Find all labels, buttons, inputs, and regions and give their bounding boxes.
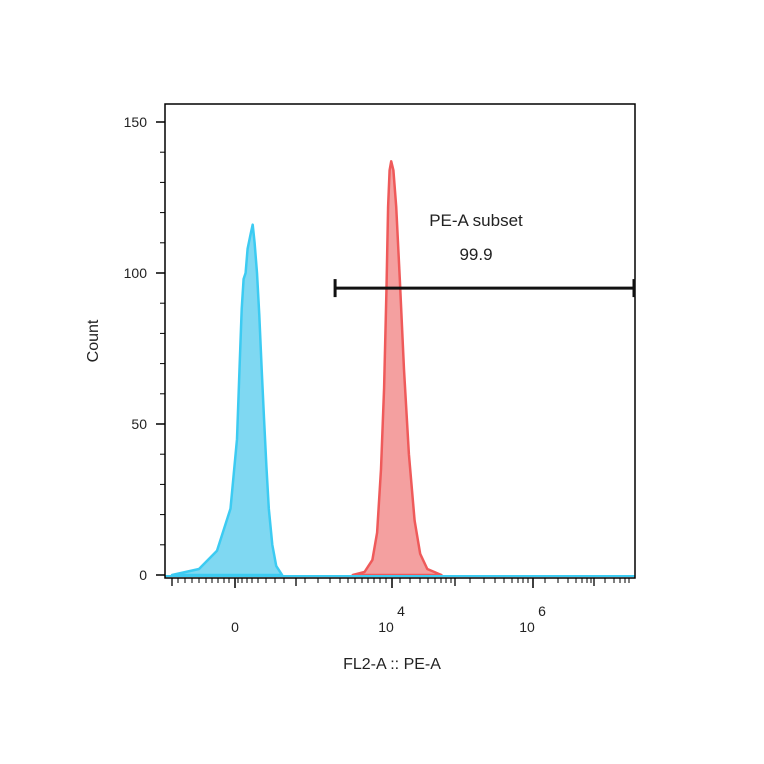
x-tick-label: 0: [231, 619, 239, 635]
series-layer: [165, 160, 635, 577]
y-tick-label: 0: [139, 567, 147, 583]
y-tick-label: 100: [124, 265, 148, 281]
histogram-stained: [351, 160, 443, 577]
gate-percent: 99.9: [459, 245, 492, 264]
x-tick-label: 10: [519, 619, 535, 635]
histogram-control: [170, 223, 284, 577]
gate-name: PE-A subset: [429, 211, 523, 230]
y-axis-title: Count: [85, 319, 102, 362]
x-axis-title: FL2-A :: PE-A: [343, 656, 441, 673]
x-tick-exponent: 4: [397, 603, 405, 619]
y-tick-label: 50: [131, 416, 147, 432]
x-tick-label: 10: [378, 619, 394, 635]
y-tick-label: 150: [124, 114, 148, 130]
x-tick-exponent: 6: [538, 603, 546, 619]
gate-layer: PE-A subset 99.9: [333, 211, 636, 298]
